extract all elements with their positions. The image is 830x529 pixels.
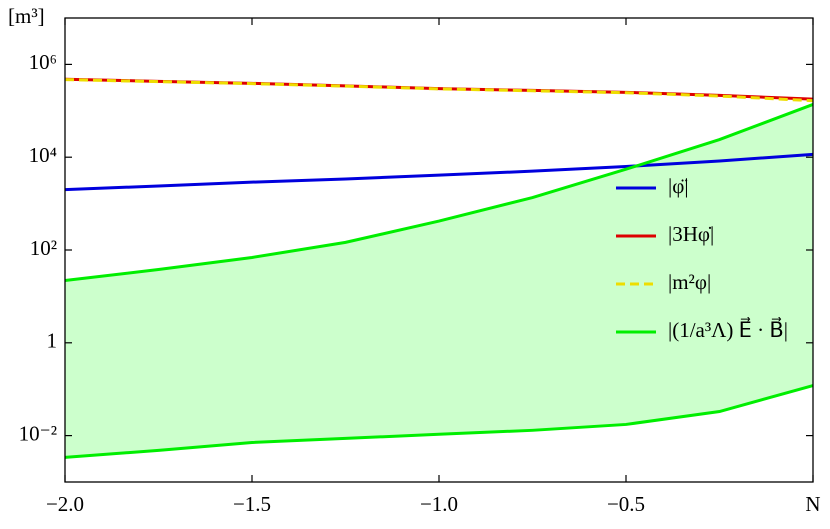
legend-label: |3Hφ̇| xyxy=(668,222,714,246)
y-tick-label: 10⁶ xyxy=(29,50,57,74)
x-tick-label: −1.0 xyxy=(420,492,458,516)
y-tick-label: 10⁴ xyxy=(29,143,57,167)
y-axis-label: [m³] xyxy=(8,4,45,28)
line-series xyxy=(64,152,814,192)
legend-label: |(1/a³Λ) E⃗ · B⃗| xyxy=(668,317,788,342)
legend-label: |m²φ| xyxy=(668,270,711,294)
line-series xyxy=(64,78,814,103)
x-tick-label: −0.5 xyxy=(607,492,645,516)
x-tick-label: −1.5 xyxy=(233,492,271,516)
x-tick-label: N xyxy=(805,492,820,516)
line-series xyxy=(64,384,814,459)
x-tick-label: −2.0 xyxy=(46,492,84,516)
y-tick-label: 10² xyxy=(30,236,57,260)
y-tick-label: 10⁻² xyxy=(19,421,57,445)
legend-label: |φ̈| xyxy=(668,174,689,198)
y-tick-label: 1 xyxy=(47,329,58,353)
fill-between xyxy=(65,104,813,458)
line-series xyxy=(64,103,814,283)
